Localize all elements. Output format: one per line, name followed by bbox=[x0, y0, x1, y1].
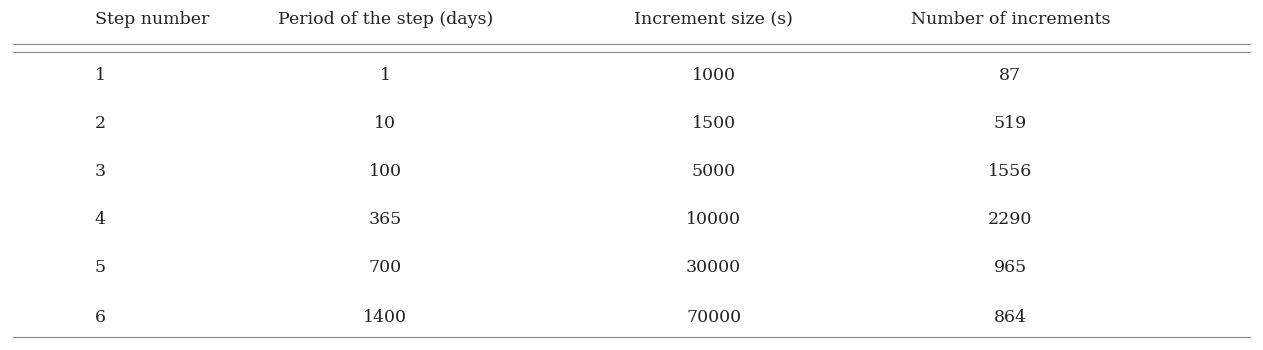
Text: 864: 864 bbox=[994, 308, 1027, 326]
Text: 1500: 1500 bbox=[692, 114, 735, 132]
Text: 1556: 1556 bbox=[988, 163, 1033, 181]
Text: 3: 3 bbox=[95, 163, 106, 181]
Text: 2: 2 bbox=[95, 114, 106, 132]
Text: 365: 365 bbox=[369, 211, 402, 229]
Text: 100: 100 bbox=[369, 163, 402, 181]
Text: 1000: 1000 bbox=[692, 66, 735, 84]
Text: Number of increments: Number of increments bbox=[911, 12, 1110, 28]
Text: 6: 6 bbox=[95, 308, 106, 326]
Text: 1400: 1400 bbox=[364, 308, 407, 326]
Text: 30000: 30000 bbox=[686, 259, 741, 277]
Text: 1: 1 bbox=[95, 66, 106, 84]
Text: 700: 700 bbox=[369, 259, 402, 277]
Text: 4: 4 bbox=[95, 211, 106, 229]
Text: 87: 87 bbox=[999, 66, 1022, 84]
Text: 519: 519 bbox=[994, 114, 1027, 132]
Text: 10000: 10000 bbox=[686, 211, 741, 229]
Text: 1: 1 bbox=[380, 66, 390, 84]
Text: 2290: 2290 bbox=[988, 211, 1033, 229]
Text: 5: 5 bbox=[95, 259, 106, 277]
Text: 70000: 70000 bbox=[686, 308, 741, 326]
Text: 965: 965 bbox=[994, 259, 1027, 277]
Text: Increment size (s): Increment size (s) bbox=[634, 12, 793, 28]
Text: 5000: 5000 bbox=[692, 163, 735, 181]
Text: 10: 10 bbox=[374, 114, 397, 132]
Text: Period of the step (days): Period of the step (days) bbox=[278, 12, 493, 28]
Text: Step number: Step number bbox=[95, 12, 210, 28]
